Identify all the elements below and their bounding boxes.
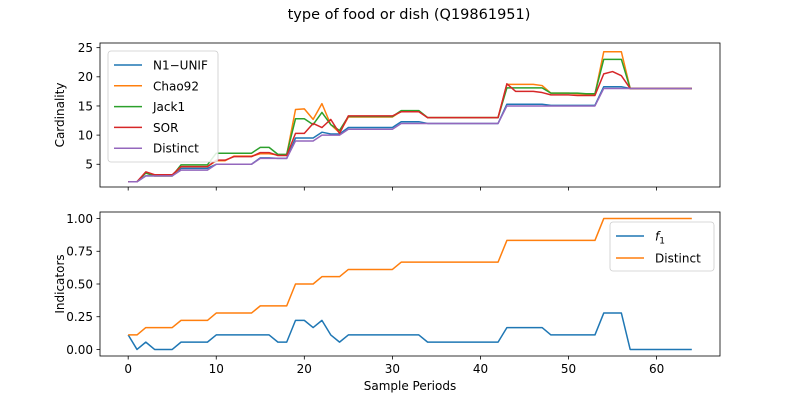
x-tick-label: 40 — [473, 362, 488, 376]
y-tick-label: 25 — [78, 41, 93, 55]
figure-title: type of food or dish (Q19861951) — [288, 7, 531, 23]
series-line-distinct — [128, 217, 692, 336]
x-tick-label: 0 — [124, 362, 132, 376]
legend-label-jack1: Jack1 — [152, 100, 185, 114]
x-tick-label: 20 — [297, 362, 312, 376]
legend-box — [107, 50, 219, 163]
legend-label-f1: f1 — [655, 230, 665, 247]
cardinality-subplot: 5 10 15 20 25 Cardinality N1−UNIF Chao92 Jack1 SO… — [53, 41, 721, 191]
series-line-distinct — [128, 87, 692, 183]
x-tick-label: 30 — [385, 362, 400, 376]
y-tick-label: 20 — [78, 70, 93, 84]
series-line-sor — [128, 70, 692, 183]
y-tick-label: 0.50 — [66, 277, 93, 291]
y-tick-label: 5 — [85, 158, 93, 172]
y-axis-title: Cardinality — [53, 83, 67, 148]
x-tick-label: 50 — [561, 362, 576, 376]
y-tick-label: 0.75 — [66, 245, 93, 259]
legend-label-chao92: Chao92 — [153, 79, 199, 93]
x-axis-title: Sample Periods — [364, 379, 456, 393]
series-lines — [127, 217, 692, 351]
y-tick-label: 0.25 — [66, 310, 93, 324]
legend-label-distinct: Distinct — [153, 142, 199, 156]
legend-label-n1-unif: N1−UNIF — [153, 59, 208, 73]
y-tick-label: 10 — [78, 128, 93, 142]
y-tick-label: 0.00 — [66, 343, 93, 357]
x-tick-label: 60 — [649, 362, 664, 376]
indicators-subplot: 0 10 20 30 40 50 60 0.00 0.25 0.50 0.75 1.00 Indicat… — [53, 211, 721, 393]
legend: f1 Distinct — [609, 221, 715, 272]
legend: N1−UNIF Chao92 Jack1 SOR Distinct — [107, 50, 219, 163]
series-lines — [128, 50, 692, 183]
plot-frame — [99, 42, 721, 188]
x-tick-label: 10 — [209, 362, 224, 376]
legend-label-distinct: Distinct — [655, 252, 701, 266]
series-line-jack1 — [128, 58, 692, 183]
series-line-f1 — [127, 312, 692, 351]
y-tick-label: 15 — [78, 99, 93, 113]
y-axis-title: Indicators — [53, 254, 67, 313]
y-tick-label: 1.00 — [66, 212, 93, 226]
legend-label-sor: SOR — [153, 121, 178, 135]
